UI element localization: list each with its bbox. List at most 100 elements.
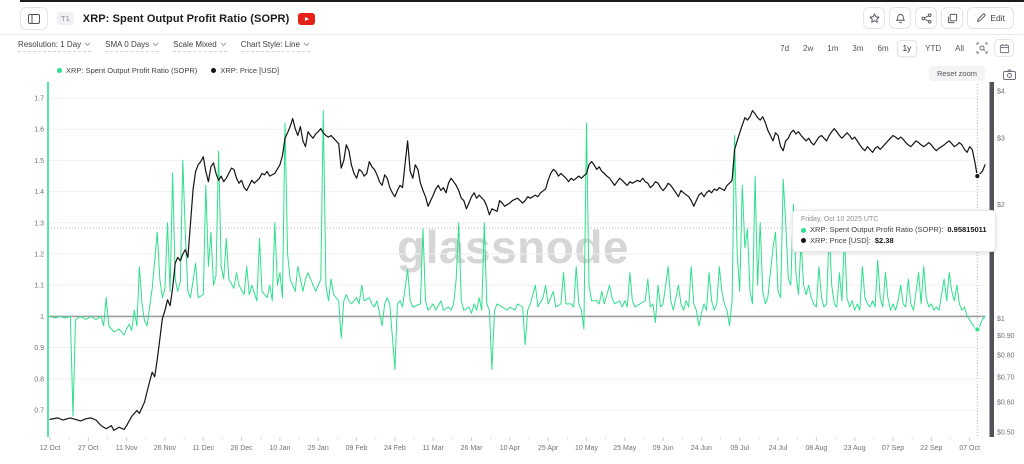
x-axis-tick-label: 26 Mar	[461, 445, 483, 452]
sidebar-toggle-button[interactable]	[20, 7, 48, 30]
dropdown-scale[interactable]: Scale Mixed	[173, 40, 227, 52]
right-axis-tick-label: $0.60	[997, 400, 1015, 407]
dropdown-resolution-label: Resolution: 1 Day	[18, 40, 82, 49]
x-axis-tick-label: 24 Jun	[691, 445, 712, 452]
left-axis-tick-label: 1.6	[34, 127, 44, 134]
right-axis-tick-label: $0.70	[997, 374, 1015, 381]
zoom-select-button[interactable]	[972, 39, 992, 57]
sidebar-toggle-icon	[28, 13, 40, 24]
range-button-2w[interactable]: 2w	[803, 43, 814, 53]
favorite-button[interactable]	[863, 7, 886, 29]
chevron-down-icon	[220, 42, 227, 47]
page-title: XRP: Spent Output Profit Ratio (SOPR)	[82, 12, 290, 25]
calendar-button[interactable]	[994, 39, 1014, 57]
alert-button[interactable]	[889, 7, 912, 29]
legend-dot-price	[211, 68, 217, 73]
x-axis-tick-label: 24 Feb	[384, 445, 406, 452]
glassnode-watermark: glassnode	[396, 221, 630, 273]
x-axis-tick-label: 23 Aug	[844, 445, 866, 452]
tooltip-value-sopr: 0.95815011	[947, 225, 987, 234]
chart-tooltip: Friday, Oct 10 2025 UTC XRP: Spent Outpu…	[792, 210, 996, 252]
x-axis-tick-label: 27 Oct	[78, 445, 99, 452]
x-axis-tick-label: 07 Oct	[959, 445, 980, 452]
range-selector: 7d 2w 1m 3m 6m 1y YTD All	[774, 39, 1014, 57]
edit-button-label: Edit	[990, 13, 1005, 23]
tooltip-row-sopr: XRP: Spent Output Profit Ratio (SOPR): 0…	[801, 225, 987, 236]
x-axis-tick-label: 24 Jul	[769, 445, 788, 452]
range-button-3m[interactable]: 3m	[852, 43, 864, 53]
x-axis-tick-label: 09 Jul	[730, 445, 749, 452]
legend-dot-sopr	[57, 68, 62, 73]
dropdown-group: Resolution: 1 Day SMA 0 Days Scale Mixed Ch…	[18, 40, 310, 52]
price-sopr-chart[interactable]: 1.7 1.6 1.5 1.4 1.3 1.2 1.1 1 0.9 0.8 0.7 $4 $3 $2 $1 $…	[0, 60, 1024, 464]
dropdown-chart-style-label: Chart Style: Line	[240, 40, 300, 49]
x-axis-tick-label: 10 May	[575, 445, 598, 452]
left-axis-tick-label: 1.5	[34, 158, 44, 165]
legend-item-price[interactable]: XRP: Price [USD]	[211, 66, 279, 75]
dropdown-scale-label: Scale Mixed	[173, 40, 217, 49]
dropdown-resolution[interactable]: Resolution: 1 Day	[18, 40, 92, 52]
sopr-marker-dot	[974, 326, 981, 333]
left-axis-tick-label: 1.1	[34, 283, 44, 290]
dropdown-sma[interactable]: SMA 0 Days	[105, 40, 160, 52]
x-axis-tick-label: 26 Dec	[231, 445, 254, 452]
share-button[interactable]	[915, 7, 938, 29]
legend-label-price: XRP: Price [USD]	[220, 66, 280, 75]
reset-zoom-button[interactable]: Reset zoom	[928, 66, 985, 81]
x-axis-tick-label: 11 Nov	[116, 445, 138, 452]
right-axis-tick-label: $3	[997, 136, 1005, 143]
x-axis-tick-label: 22 Sep	[920, 445, 942, 452]
range-button-1m[interactable]: 1m	[827, 43, 839, 53]
tooltip-dot-price	[801, 238, 806, 244]
range-button-7d[interactable]: 7d	[780, 43, 790, 53]
tooltip-row-price: XRP: Price [USD]: $2.38	[801, 236, 987, 247]
left-axis-tick-label: 1.2	[34, 252, 44, 259]
left-axis-tick-label: 0.9	[34, 345, 44, 352]
left-axis-tick-label: 1.7	[34, 96, 44, 103]
range-button-all[interactable]: All	[955, 43, 964, 53]
share-icon	[921, 13, 932, 23]
left-axis-tick-label: 0.7	[34, 408, 44, 415]
left-axis-tick-label: 0.8	[34, 376, 44, 383]
screenshot-button[interactable]	[1003, 67, 1016, 85]
x-axis-tick-label: 09 Feb	[346, 445, 368, 452]
right-axis-tick-label: $4	[997, 89, 1005, 96]
x-axis-tick-label: 09 Jun	[653, 445, 674, 452]
range-button-ytd[interactable]: YTD	[925, 43, 942, 53]
x-axis-tick-label: 08 Aug	[805, 445, 827, 452]
range-button-1y[interactable]: 1y	[896, 39, 918, 57]
tooltip-label-price: XRP: Price [USD]:	[810, 235, 871, 245]
youtube-icon[interactable]	[298, 12, 316, 25]
right-axis-tick-label: $0.90	[997, 333, 1015, 340]
x-axis-tick-label: 25 May	[613, 445, 636, 452]
camera-icon	[1003, 69, 1016, 80]
chevron-down-icon	[84, 42, 91, 47]
price-marker-dot	[974, 173, 981, 180]
star-icon	[869, 12, 880, 23]
pencil-icon	[977, 13, 986, 22]
right-axis-line[interactable]	[989, 82, 995, 437]
x-axis-tick-label: 25 Jan	[308, 445, 329, 452]
t1-badge: T1	[57, 12, 74, 25]
dropdown-sma-label: SMA 0 Days	[105, 40, 150, 49]
legend-label-sopr: XRP: Spent Output Profit Ratio (SOPR)	[66, 66, 198, 75]
range-button-6m[interactable]: 6m	[877, 43, 889, 53]
right-axis-tick-label: $0.80	[997, 352, 1015, 359]
x-axis-tick-label: 25 Apr	[538, 445, 559, 452]
bell-icon	[895, 13, 906, 23]
chart-area[interactable]: glassnode XRP: Spent Output Profit Ratio…	[0, 60, 1024, 464]
legend-item-sopr[interactable]: XRP: Spent Output Profit Ratio (SOPR)	[57, 66, 197, 75]
duplicate-button[interactable]	[941, 7, 964, 29]
x-axis-tick-label: 12 Oct	[40, 445, 61, 452]
right-axis-tick-label: $1	[997, 316, 1005, 323]
x-axis-tick-label: 07 Sep	[882, 445, 904, 452]
tooltip-value-price: $2.38	[874, 235, 894, 245]
copy-icon	[947, 13, 957, 23]
edit-button[interactable]: Edit	[967, 7, 1014, 29]
series-line-price	[49, 109, 986, 431]
right-axis-tick-label: $2	[997, 202, 1005, 209]
tooltip-label-sopr: XRP: Spent Output Profit Ratio (SOPR):	[810, 225, 944, 234]
tooltip-dot-sopr	[801, 227, 806, 233]
left-axis-tick-label: 1	[40, 314, 44, 321]
dropdown-chart-style[interactable]: Chart Style: Line	[240, 40, 310, 52]
